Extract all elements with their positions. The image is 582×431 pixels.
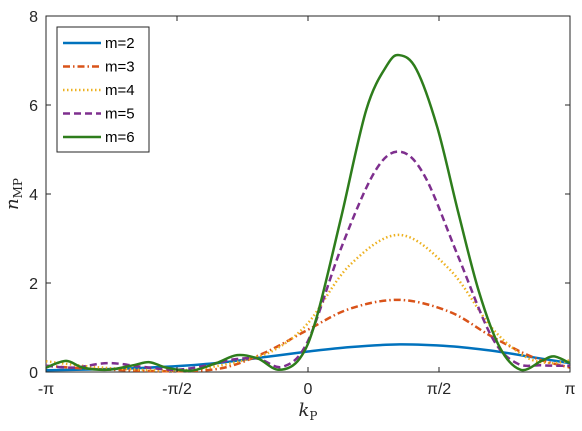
x-tick-label: 0 [304, 381, 313, 398]
y-tick-label: 8 [29, 9, 38, 26]
y-tick-label: 2 [29, 276, 38, 293]
legend-label: m=6 [105, 129, 135, 146]
y-axis-label: nMP [2, 178, 25, 210]
y-tick-label: 0 [29, 365, 38, 382]
y-tick-label: 4 [29, 187, 38, 204]
series-line-m=3 [46, 298, 571, 373]
x-axis-label: kP [299, 400, 318, 423]
ticks-layer: -π -π/2 0 π/2 π 0 2 4 6 8 [29, 9, 575, 398]
legend-box [56, 26, 150, 153]
x-tick-label: -π [38, 381, 54, 398]
x-tick-label: π [564, 381, 575, 398]
legend-label: m=4 [105, 82, 135, 99]
series-line-m=2 [46, 343, 571, 372]
x-tick-label: -π/2 [162, 381, 192, 398]
y-axis-label-sub: MP [11, 178, 25, 198]
legend-label: m=5 [105, 106, 135, 123]
y-axis-label-main: n [2, 198, 23, 210]
legend-label: m=2 [105, 35, 135, 52]
series-line-m=6 [45, 53, 571, 373]
legend-label: m=3 [105, 59, 135, 76]
y-tick-label: 6 [29, 98, 38, 115]
series-layer [45, 53, 571, 373]
x-tick-label: π/2 [427, 381, 451, 398]
legend: m=2 m=3 m=4 m=5 m=6 [56, 26, 150, 153]
x-axis-label-main: k [299, 400, 310, 421]
x-axis-label-sub: P [309, 409, 317, 423]
